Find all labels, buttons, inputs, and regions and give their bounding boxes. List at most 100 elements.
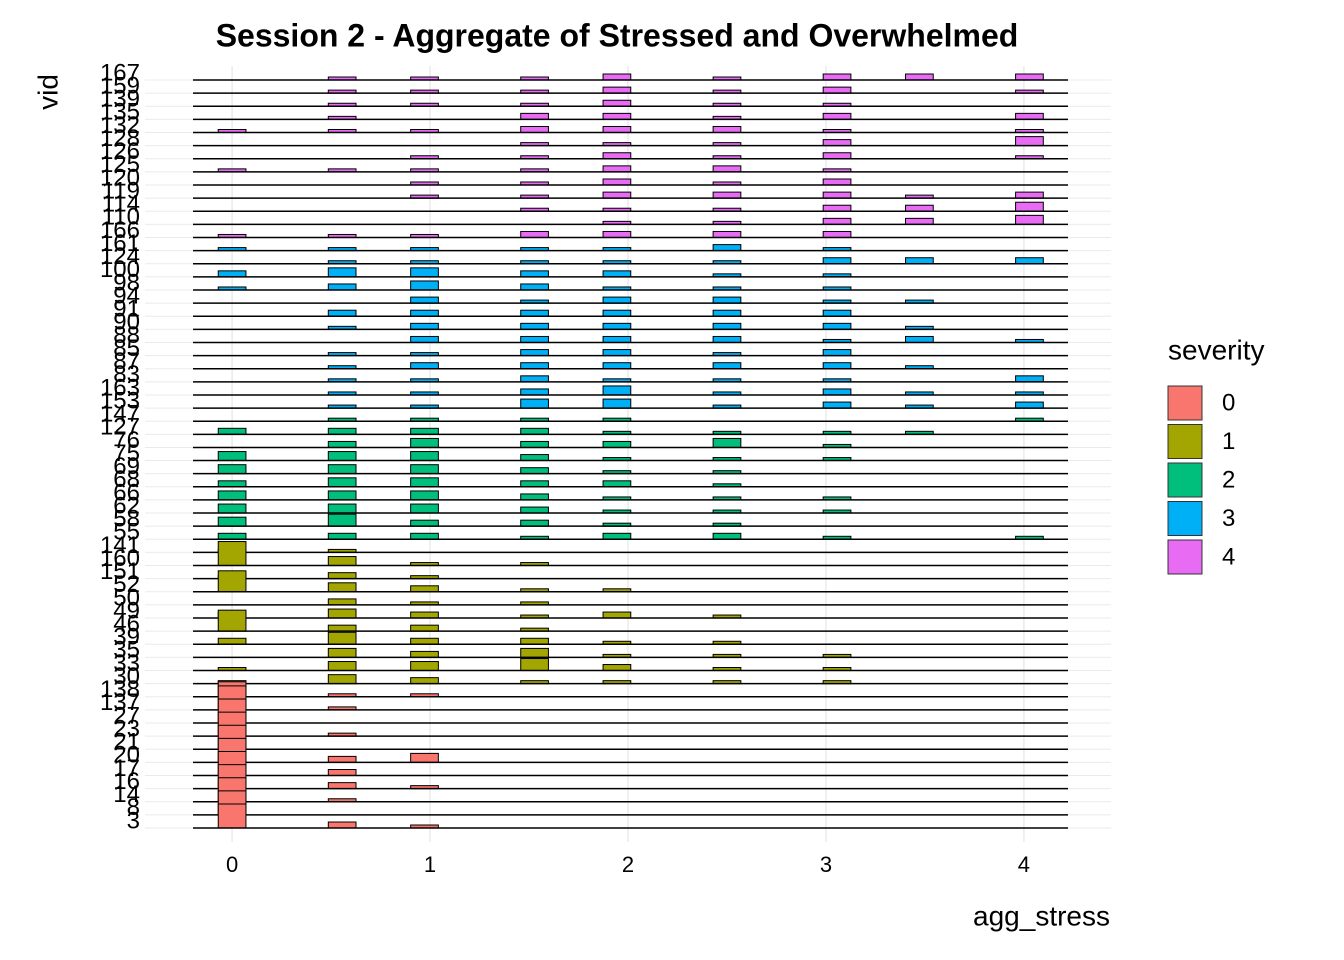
bar bbox=[410, 503, 439, 514]
bar bbox=[520, 493, 549, 501]
bar bbox=[410, 322, 439, 330]
ridge bbox=[193, 267, 1068, 278]
bar bbox=[602, 270, 632, 278]
bar bbox=[1015, 401, 1044, 409]
y-tick-label: 87 bbox=[113, 348, 140, 375]
ridge bbox=[193, 490, 1068, 501]
y-tick-label: 153 bbox=[100, 387, 140, 414]
y-tick-label: 49 bbox=[113, 597, 140, 624]
bar bbox=[822, 152, 852, 160]
ridge bbox=[193, 309, 1068, 317]
bar bbox=[217, 480, 247, 488]
chart-title: Session 2 - Aggregate of Stressed and Ov… bbox=[216, 17, 1019, 53]
bar bbox=[520, 519, 549, 527]
bar bbox=[520, 309, 549, 317]
bar bbox=[327, 608, 357, 619]
bar bbox=[520, 362, 549, 370]
ridge bbox=[193, 658, 1068, 672]
ridge bbox=[193, 214, 1068, 226]
bar bbox=[1015, 112, 1044, 120]
ridge bbox=[193, 503, 1068, 514]
bar bbox=[822, 388, 852, 396]
bar bbox=[327, 477, 357, 488]
bar bbox=[217, 464, 247, 475]
legend-label: 3 bbox=[1222, 505, 1235, 532]
bar bbox=[602, 125, 632, 133]
x-tick-label: 3 bbox=[820, 852, 832, 877]
ridge bbox=[193, 417, 1068, 422]
y-tick-label: 85 bbox=[113, 335, 140, 362]
y-tick-label: 163 bbox=[100, 374, 140, 401]
bar bbox=[520, 375, 549, 383]
bar bbox=[410, 611, 439, 619]
bar bbox=[1015, 201, 1044, 212]
bar bbox=[712, 322, 742, 330]
bar bbox=[602, 112, 632, 120]
bar bbox=[905, 257, 934, 265]
bar bbox=[602, 191, 632, 199]
x-tick-label: 1 bbox=[424, 852, 436, 877]
bar bbox=[602, 440, 632, 448]
ridge bbox=[193, 751, 1068, 777]
y-tick-label: 91 bbox=[113, 296, 140, 323]
legend-title: severity bbox=[1168, 334, 1264, 365]
y-tick-label: 23 bbox=[113, 715, 140, 742]
y-tick-label: 50 bbox=[113, 584, 140, 611]
legend-label: 4 bbox=[1222, 543, 1235, 570]
ridge bbox=[193, 427, 1068, 436]
bar bbox=[520, 322, 549, 330]
bar bbox=[410, 296, 439, 304]
y-tick-label: 151 bbox=[100, 558, 140, 585]
ridge bbox=[193, 685, 1068, 711]
ridge bbox=[193, 572, 1068, 580]
ridge bbox=[193, 711, 1068, 737]
bar bbox=[327, 631, 357, 645]
bar bbox=[327, 674, 357, 685]
legend-key bbox=[1167, 424, 1203, 459]
y-tick-label: 62 bbox=[113, 492, 140, 519]
y-tick-label: 69 bbox=[113, 453, 140, 480]
bar bbox=[520, 398, 549, 409]
ridge bbox=[193, 385, 1068, 396]
legend-label: 2 bbox=[1222, 466, 1235, 493]
bar bbox=[822, 86, 852, 94]
bar bbox=[327, 755, 357, 763]
bar bbox=[327, 582, 357, 593]
ridge bbox=[193, 230, 1068, 239]
y-tick-label: 124 bbox=[100, 243, 140, 270]
bar bbox=[327, 490, 357, 501]
bar bbox=[602, 532, 632, 540]
bar bbox=[327, 440, 357, 448]
bar bbox=[822, 73, 852, 81]
y-tick-label: 127 bbox=[100, 414, 140, 441]
y-tick-label: 8 bbox=[127, 794, 140, 821]
ridge bbox=[193, 737, 1068, 764]
bar bbox=[217, 541, 247, 567]
bar bbox=[217, 490, 247, 501]
y-tick-label: 128 bbox=[100, 125, 140, 152]
bar bbox=[602, 385, 632, 396]
bar bbox=[520, 480, 549, 488]
y-tick-label: 39 bbox=[113, 624, 140, 651]
ridge bbox=[193, 112, 1068, 121]
y-tick-label: 166 bbox=[100, 217, 140, 244]
y-tick-label: 83 bbox=[113, 361, 140, 388]
bar bbox=[602, 152, 632, 160]
bar bbox=[602, 480, 632, 488]
bar bbox=[822, 230, 852, 238]
y-tick-label: 100 bbox=[100, 256, 140, 283]
y-tick-label: 167 bbox=[100, 59, 140, 86]
y-tick-label: 132 bbox=[100, 112, 140, 139]
ridge bbox=[193, 598, 1068, 606]
bar bbox=[602, 165, 632, 173]
ridge bbox=[193, 541, 1068, 567]
bar bbox=[822, 401, 852, 409]
bar bbox=[1015, 136, 1044, 147]
ridge bbox=[193, 335, 1068, 344]
y-tick-label: 139 bbox=[100, 86, 140, 113]
bar bbox=[327, 427, 357, 435]
y-tick-label: 33 bbox=[113, 650, 140, 677]
bar bbox=[712, 125, 742, 133]
bar bbox=[520, 270, 549, 278]
bar bbox=[602, 611, 632, 619]
